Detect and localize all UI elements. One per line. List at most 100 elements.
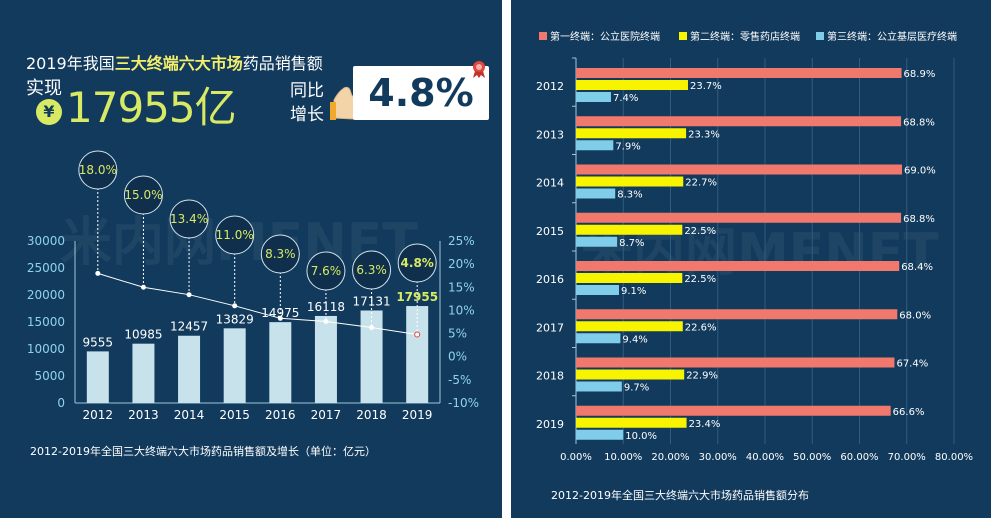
data-label: 9.4% (622, 334, 647, 345)
y-tick-label: 25000 (27, 261, 65, 275)
growth-label: 4.8% (401, 256, 434, 270)
data-label: 13829 (216, 312, 254, 326)
bar (576, 381, 622, 392)
data-label: 23.4% (689, 419, 721, 430)
data-label: 68.4% (901, 262, 933, 273)
y-tick-label: 2015 (536, 225, 564, 238)
growth-bubble (123, 175, 163, 215)
data-label: 22.5% (684, 274, 716, 285)
bar (576, 405, 891, 416)
x-tick-label: 2017 (311, 408, 342, 422)
x-tick-label: 2016 (265, 408, 296, 422)
legend-label: 第三终端：公立基层医疗终端 (827, 30, 957, 43)
sales-growth-chart: 0 5000 10000 15000 20000 25000 30000 -10% -5% 0% 5… (27, 150, 479, 422)
data-label: 9.1% (621, 286, 646, 297)
bar (576, 140, 614, 151)
data-label: 68.8% (903, 214, 935, 225)
x-tick-label: 2018 (356, 408, 387, 422)
bar (576, 309, 898, 320)
bar (576, 164, 903, 175)
data-label: 23.7% (690, 81, 722, 92)
y-tick-label: 2016 (536, 273, 564, 286)
data-label: 22.6% (685, 322, 717, 333)
growth-label: 增长 (290, 105, 324, 125)
bar (576, 417, 687, 428)
data-label: 66.6% (893, 407, 925, 418)
headline: 2019年我国三大终端六大市场药品销售额 (26, 50, 323, 74)
legend-label: 第一终端：公立医院终端 (550, 30, 660, 43)
headline-suffix: 药品销售额 (242, 54, 323, 73)
data-label: 68.0% (899, 310, 931, 321)
bar (132, 343, 155, 403)
x-tick-label: 40.00% (746, 452, 784, 463)
y-tick-label: 2013 (536, 128, 564, 141)
bar (360, 310, 383, 403)
x-tick-label: 10.00% (604, 452, 642, 463)
data-label: 23.3% (688, 129, 720, 140)
data-label: 8.7% (619, 238, 644, 249)
ribbon-icon (473, 61, 485, 78)
data-label: 10985 (124, 328, 162, 342)
growth-line (97, 272, 418, 335)
data-label: 7.4% (613, 93, 638, 104)
left-panel: 米内网MENET 2019年我国三大终端六大市场药品销售额 实现 ¥ 17955… (0, 0, 502, 518)
legend-swatch (679, 32, 687, 40)
growth-label: 11.0% (216, 228, 254, 242)
data-label: 9555 (83, 335, 114, 349)
y-tick-label: 5000 (34, 369, 65, 383)
x-tick-label: 30.00% (699, 452, 737, 463)
growth-bubble (352, 250, 392, 290)
bar (576, 333, 621, 344)
data-label: 68.9% (904, 69, 936, 80)
growth-bubble (215, 215, 255, 255)
data-label: 10.0% (625, 431, 657, 442)
y2-tick-label: 5% (448, 327, 467, 341)
bar (86, 351, 109, 403)
realize-label: 实现 (26, 78, 62, 99)
growth-bubble (397, 243, 437, 283)
left-chart-caption: 2012-2019年全国三大终端六大市场药品销售额及增长（单位：亿元） (30, 445, 376, 458)
x-tick-label: 2014 (174, 408, 205, 422)
y-tick-label: 20000 (27, 288, 65, 302)
data-label: 69.0% (904, 166, 936, 177)
x-tick-label: 60.00% (840, 452, 878, 463)
data-label: 68.8% (903, 117, 935, 128)
y-tick-label: 2014 (536, 177, 564, 190)
y-tick-label: 0 (57, 396, 65, 410)
x-tick-label: 50.00% (793, 452, 831, 463)
y2-tick-label: 0% (448, 350, 467, 364)
terminal-share-chart: 第一终端：公立医院终端 第二终端：零售药店终端 第三终端：公立基层医疗终端 0.00%… (536, 30, 973, 463)
data-label: 7.9% (615, 141, 640, 152)
y2-tick-label: 25% (448, 234, 475, 248)
growth-bubble (169, 199, 209, 239)
bar (576, 80, 688, 90)
growth-bubble (78, 150, 118, 190)
bar (178, 335, 201, 403)
y-tick-label: 2019 (536, 418, 564, 431)
y-tick-label: 15000 (27, 315, 65, 329)
x-tick-label: 2013 (128, 408, 159, 422)
data-label: 12457 (170, 320, 208, 334)
growth-label: 6.3% (356, 263, 387, 277)
growth-label: 13.4% (170, 212, 208, 226)
growth-point (140, 284, 146, 290)
x-tick-label: 2019 (402, 408, 433, 422)
bar (576, 68, 902, 78)
growth-point (369, 325, 375, 331)
data-label: 9.7% (624, 383, 649, 394)
legend-swatch (539, 32, 547, 40)
headline-prefix: 2019年我国 (26, 54, 115, 73)
bar (576, 116, 902, 127)
growth-label: 18.0% (79, 163, 117, 177)
growth-card: 4.8% (353, 66, 489, 120)
bar (576, 273, 683, 283)
bar (576, 236, 618, 247)
bar (223, 328, 246, 403)
bar (576, 369, 685, 380)
bar (576, 429, 624, 440)
x-tick-label: 2012 (83, 408, 114, 422)
bar (576, 321, 683, 332)
y-tick-label: 2017 (536, 321, 564, 334)
y2-tick-label: 15% (448, 280, 475, 294)
bar (576, 212, 902, 223)
